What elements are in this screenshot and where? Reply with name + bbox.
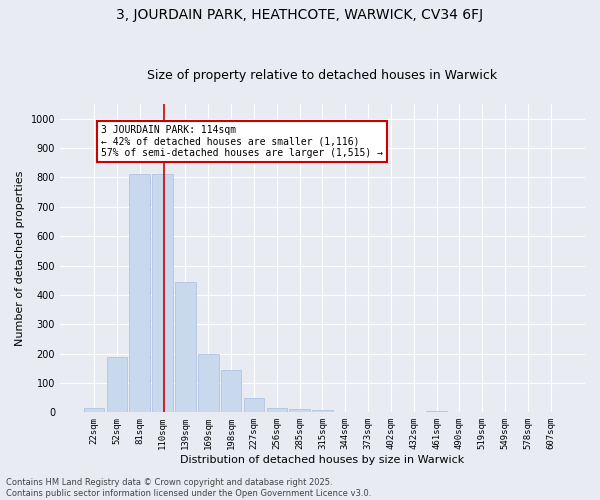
Bar — [175, 282, 196, 412]
Text: Contains HM Land Registry data © Crown copyright and database right 2025.
Contai: Contains HM Land Registry data © Crown c… — [6, 478, 371, 498]
Bar — [266, 408, 287, 412]
Bar — [107, 356, 127, 412]
Bar — [130, 174, 150, 412]
Bar — [84, 408, 104, 412]
Bar — [289, 410, 310, 412]
Title: Size of property relative to detached houses in Warwick: Size of property relative to detached ho… — [148, 69, 497, 82]
X-axis label: Distribution of detached houses by size in Warwick: Distribution of detached houses by size … — [181, 455, 464, 465]
Text: 3 JOURDAIN PARK: 114sqm
← 42% of detached houses are smaller (1,116)
57% of semi: 3 JOURDAIN PARK: 114sqm ← 42% of detache… — [101, 124, 383, 158]
Bar — [152, 174, 173, 412]
Bar — [244, 398, 264, 412]
Bar — [312, 410, 333, 412]
Text: 3, JOURDAIN PARK, HEATHCOTE, WARWICK, CV34 6FJ: 3, JOURDAIN PARK, HEATHCOTE, WARWICK, CV… — [116, 8, 484, 22]
Bar — [198, 354, 218, 412]
Bar — [221, 370, 241, 412]
Y-axis label: Number of detached properties: Number of detached properties — [15, 170, 25, 346]
Bar — [427, 411, 447, 412]
